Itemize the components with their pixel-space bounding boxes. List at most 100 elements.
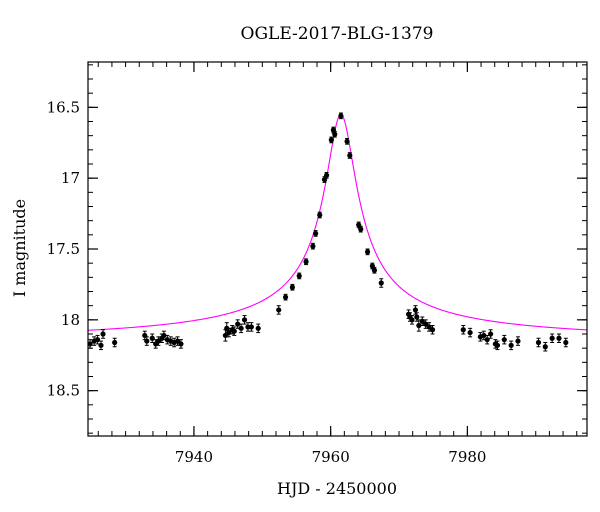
data-point — [174, 336, 181, 346]
point-marker — [296, 273, 302, 279]
point-marker — [467, 329, 473, 336]
data-point — [332, 130, 338, 138]
point-marker — [276, 307, 282, 313]
data-point — [488, 329, 494, 339]
point-marker — [317, 212, 323, 218]
point-marker — [328, 137, 334, 143]
plot-frame — [87, 61, 588, 437]
data-point — [241, 315, 248, 325]
point-marker — [149, 335, 155, 341]
point-marker — [556, 335, 562, 341]
point-marker — [235, 321, 241, 327]
data-point — [289, 283, 295, 291]
y-tick-label: 18.5 — [47, 382, 80, 400]
point-marker — [481, 332, 487, 339]
data-point — [255, 323, 261, 334]
y-tick-label: 16.5 — [47, 98, 80, 116]
point-marker — [282, 294, 289, 300]
point-marker — [416, 322, 422, 329]
point-marker — [484, 337, 490, 343]
point-marker — [87, 341, 93, 347]
point-marker — [248, 324, 254, 330]
data-point — [371, 266, 378, 274]
point-marker — [238, 325, 244, 331]
data-point — [460, 325, 466, 335]
data-point — [149, 333, 155, 343]
point-marker — [310, 243, 316, 249]
point-marker — [371, 267, 378, 273]
data-point — [378, 278, 384, 288]
data-point — [414, 312, 420, 322]
data-point — [338, 112, 344, 120]
data-point — [419, 316, 425, 326]
x-axis-ticks: 7940 7960 7980 — [175, 62, 486, 466]
point-marker — [423, 321, 429, 327]
data-point — [282, 293, 289, 301]
y-axis-ticks: 16.5 17 17.5 18 18.5 — [47, 98, 587, 400]
data-point — [542, 342, 548, 352]
point-marker — [224, 325, 230, 331]
point-marker — [412, 307, 419, 313]
point-marker — [364, 249, 371, 255]
point-marker — [508, 342, 514, 348]
data-point — [429, 325, 436, 335]
point-marker — [344, 138, 350, 144]
data-point — [556, 333, 562, 343]
data-points — [87, 112, 569, 352]
data-point — [112, 337, 118, 348]
point-marker — [409, 317, 415, 323]
data-point — [100, 329, 106, 339]
chart-title: OGLE-2017-BLG-1379 — [241, 24, 434, 44]
point-marker — [426, 324, 432, 330]
x-tick-label: 7980 — [448, 448, 486, 466]
data-point — [358, 225, 364, 233]
data-point — [563, 337, 569, 348]
data-point — [155, 336, 162, 346]
point-marker — [515, 338, 521, 344]
data-point — [535, 337, 542, 348]
data-point — [303, 258, 309, 266]
data-point — [317, 211, 323, 219]
point-marker — [303, 259, 309, 265]
point-marker — [419, 318, 425, 324]
y-tick-label: 17 — [61, 169, 80, 187]
data-point — [328, 136, 334, 144]
point-marker — [494, 342, 501, 348]
point-marker — [563, 339, 569, 346]
point-marker — [460, 327, 466, 333]
data-point — [494, 340, 501, 351]
data-point — [323, 172, 330, 179]
point-marker — [488, 331, 494, 337]
point-marker — [255, 325, 261, 331]
point-marker — [174, 338, 181, 344]
point-marker — [347, 152, 353, 159]
data-point — [231, 326, 237, 336]
point-marker — [338, 113, 344, 119]
data-point — [226, 327, 232, 338]
data-point — [296, 272, 302, 280]
data-point — [416, 319, 422, 332]
point-marker — [542, 344, 548, 350]
data-point — [508, 340, 514, 351]
data-point — [94, 334, 101, 345]
data-point — [347, 152, 353, 159]
data-point — [276, 305, 282, 315]
point-marker — [289, 284, 295, 290]
data-point — [235, 319, 241, 329]
point-marker — [100, 331, 106, 337]
y-axis-label: I magnitude — [10, 199, 29, 297]
data-point — [310, 242, 316, 250]
point-marker — [378, 280, 384, 286]
x-axis-label: HJD - 2450000 — [277, 479, 397, 498]
data-point — [144, 336, 150, 346]
point-marker — [241, 317, 248, 323]
data-point — [98, 340, 104, 351]
data-point — [313, 230, 319, 237]
model-layer — [87, 113, 588, 331]
data-point — [344, 138, 350, 145]
data-point — [364, 248, 371, 256]
point-marker — [231, 328, 237, 334]
data-point — [248, 322, 254, 332]
point-marker — [313, 230, 319, 237]
